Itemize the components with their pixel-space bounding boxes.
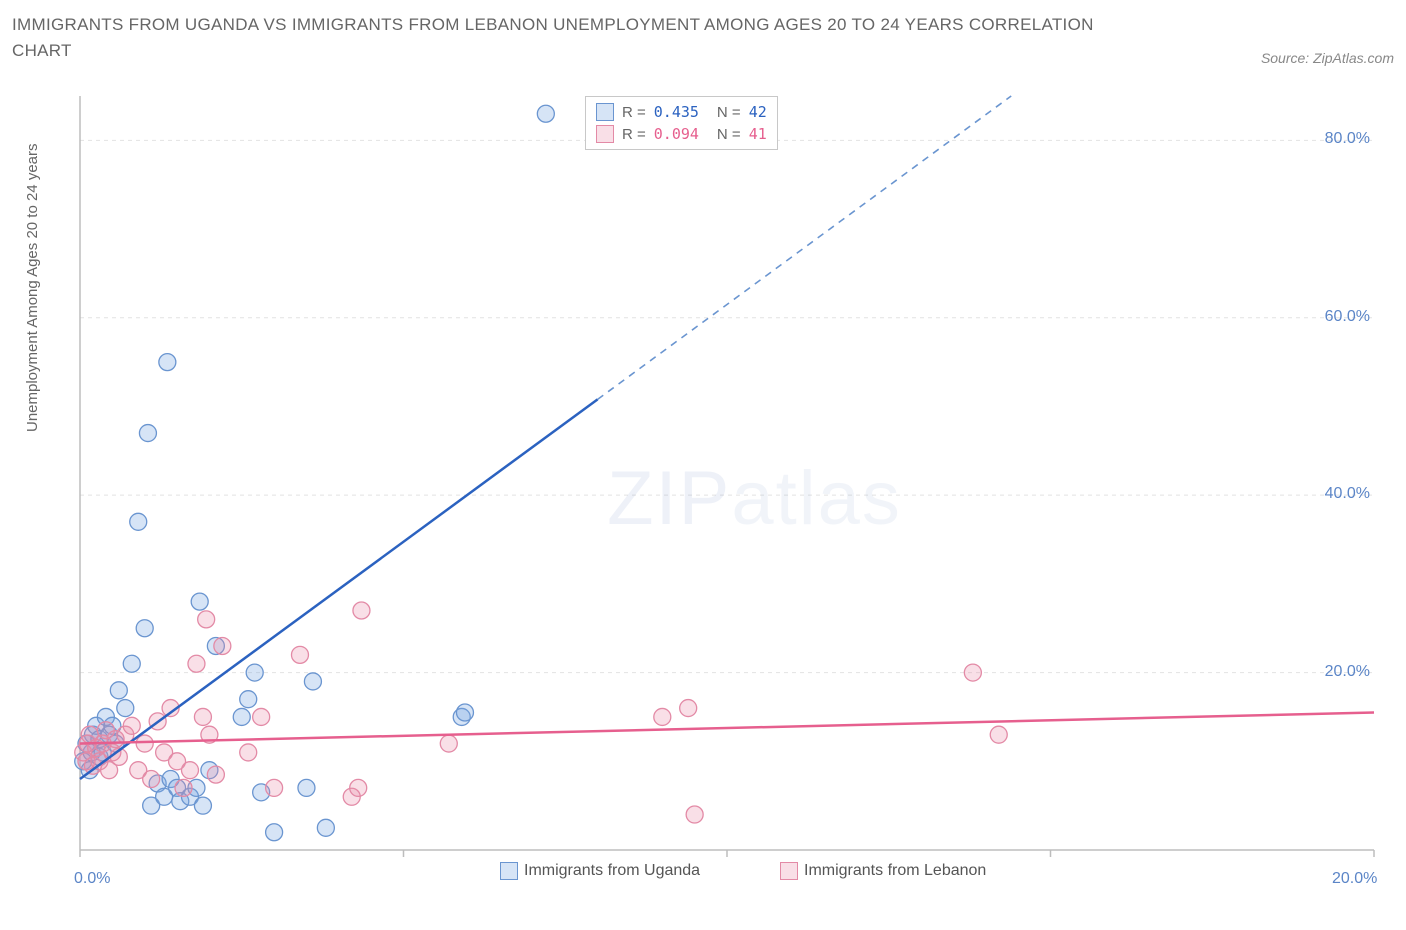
y-axis-label: Unemployment Among Ages 20 to 24 years [24,143,41,432]
legend-swatch [500,862,518,880]
legend-swatch [596,125,614,143]
stats-legend-row: R = 0.094 N = 41 [596,123,767,145]
correlation-chart: IMMIGRANTS FROM UGANDA VS IMMIGRANTS FRO… [12,12,1394,918]
series-legend-item: Immigrants from Lebanon [780,862,986,880]
plot-area: ZIPatlas R =0.435N =42R =0.094N =41 20.0… [70,90,1380,890]
stat-r-label: R = [622,104,646,121]
stat-n-value: 42 [749,103,767,121]
chart-title: IMMIGRANTS FROM UGANDA VS IMMIGRANTS FRO… [12,12,1142,65]
x-tick-label: 0.0% [74,870,110,888]
stat-r-label: R = [622,126,646,143]
stat-n-label: N = [717,126,741,143]
stat-n-label: N = [717,104,741,121]
stat-n-value: 41 [749,125,767,143]
stats-legend: R = 0.435 N = 42 R = 0.094 N = 41 [585,96,778,150]
series-label: Immigrants from Lebanon [804,862,986,880]
stat-r-value: 0.435 [654,103,699,121]
x-tick-label: 20.0% [1332,870,1377,888]
y-tick-label: 80.0% [1325,130,1370,148]
legend-swatch [780,862,798,880]
stats-legend-row: R = 0.435 N = 42 [596,101,767,123]
source-attribution: Source: ZipAtlas.com [1261,50,1394,66]
series-legend-item: Immigrants from Uganda [500,862,700,880]
stat-r-value: 0.094 [654,125,699,143]
y-tick-label: 40.0% [1325,485,1370,503]
scatter-svg [70,90,1380,890]
y-tick-label: 20.0% [1325,663,1370,681]
series-label: Immigrants from Uganda [524,862,700,880]
legend-swatch [596,103,614,121]
y-tick-label: 60.0% [1325,308,1370,326]
